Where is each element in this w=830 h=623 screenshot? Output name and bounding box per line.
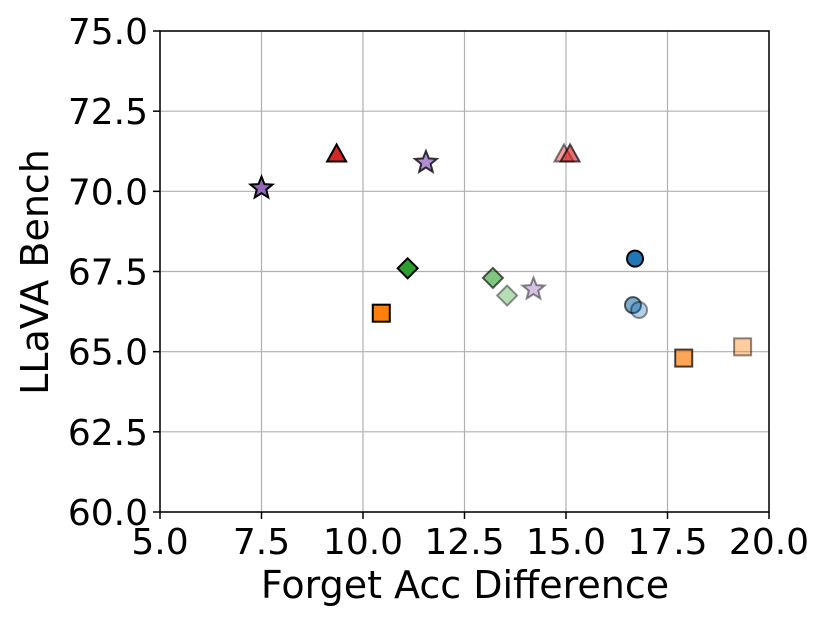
x-tick-label: 20.0	[729, 522, 809, 563]
data-point-diamond	[495, 284, 519, 307]
y-tick-label: 60.0	[68, 493, 148, 534]
data-point-star	[412, 148, 440, 174]
data-point-square	[733, 337, 753, 357]
data-point-diamond	[481, 266, 505, 290]
x-axis-ticks: 5.0 7.5 10.0 12.5 15.0 17.5 20.0	[131, 512, 809, 563]
y-axis-ticks: 60.0 62.5 65.0 67.5 70.0 72.5 75.0	[68, 12, 160, 534]
data-point-circle	[630, 300, 649, 319]
data-point-star	[519, 274, 548, 301]
y-tick-label: 65.0	[68, 333, 148, 374]
x-tick-label: 12.5	[424, 522, 504, 563]
data-point-diamond	[396, 256, 420, 280]
x-tick-label: 7.5	[233, 522, 290, 563]
y-tick-label: 75.0	[68, 12, 148, 53]
x-tick-label: 17.5	[627, 522, 707, 563]
y-tick-label: 72.5	[68, 92, 148, 133]
x-axis-label: Forget Acc Difference	[261, 563, 669, 607]
y-tick-label: 70.0	[68, 172, 148, 213]
data-point-square	[371, 303, 391, 323]
data-point-circle	[626, 249, 645, 268]
grid-lines	[159, 30, 770, 513]
x-tick-label: 15.0	[526, 522, 606, 563]
data-point-circle	[623, 296, 642, 315]
data-point-triangle	[325, 142, 348, 163]
y-axis-label: LLaVA Bench	[13, 149, 57, 395]
data-point-square	[674, 348, 694, 368]
x-tick-label: 5.0	[131, 522, 188, 563]
data-point-star	[247, 173, 276, 200]
y-tick-label: 62.5	[68, 413, 148, 454]
data-points	[247, 142, 753, 368]
x-tick-label: 10.0	[323, 522, 403, 563]
y-tick-label: 67.5	[68, 253, 148, 294]
data-point-triangle	[558, 142, 582, 163]
